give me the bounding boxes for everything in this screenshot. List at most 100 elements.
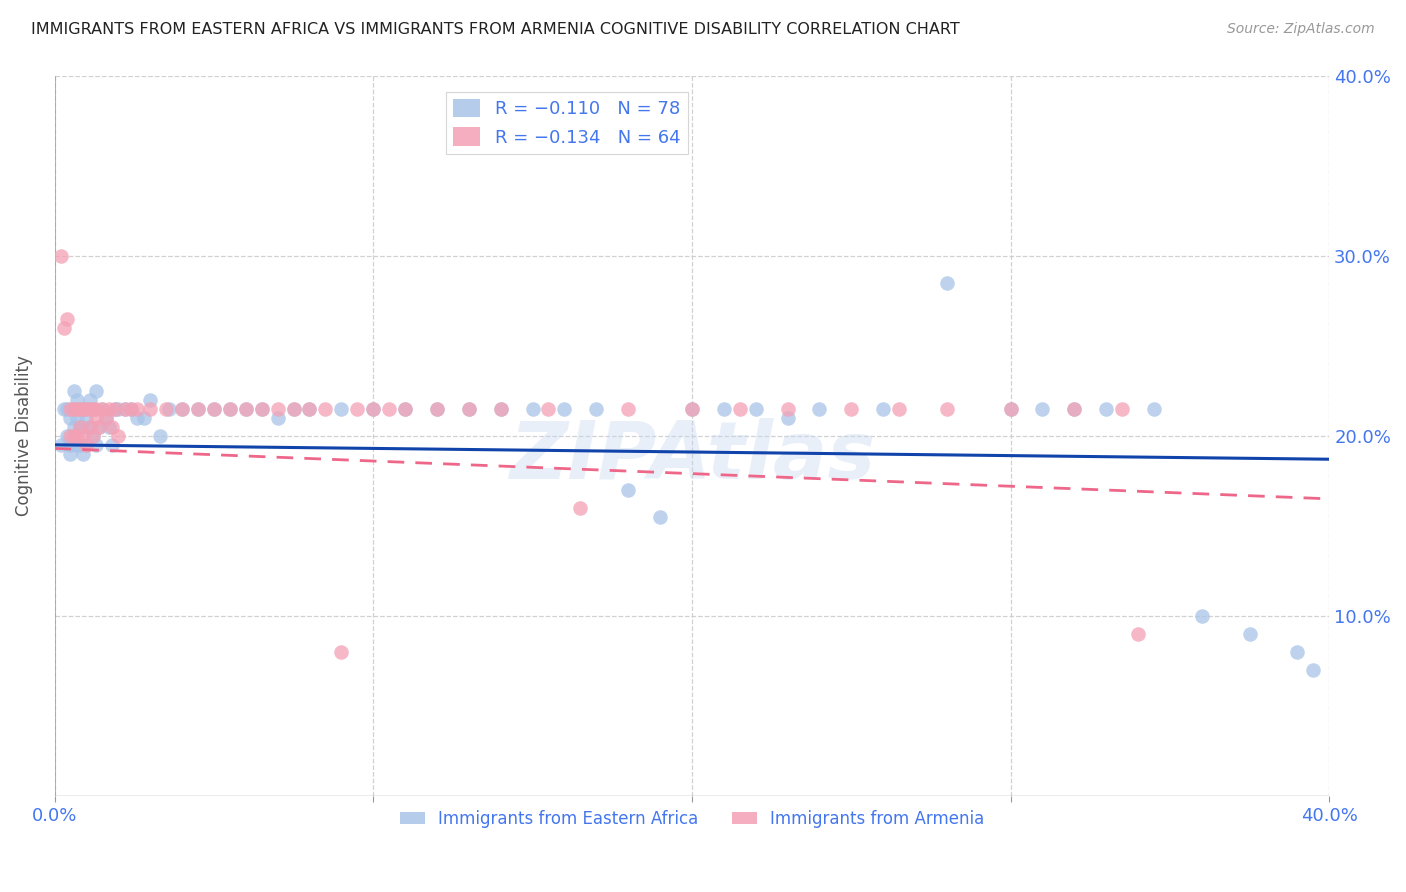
Point [84,438,107,452]
Point [202,401,225,416]
Point [537,401,560,416]
Point [187,401,209,416]
Point [157,401,180,416]
Point [107,401,129,416]
Point [1000,401,1022,416]
Point [94,410,117,425]
Point [79,392,101,407]
Point [101,438,124,452]
Y-axis label: Cognitive Disability: Cognitive Disability [15,355,32,516]
Point [426,401,449,416]
Point [49,249,72,263]
Point [101,419,124,434]
Point [361,401,384,416]
Point [776,401,799,416]
Point [75,401,97,416]
Point [1111,401,1133,416]
Point [75,410,97,425]
Point [82,401,104,416]
Point [728,401,751,416]
Point [314,401,336,416]
Point [84,401,107,416]
Point [75,438,97,452]
Point [59,401,82,416]
Point [1239,627,1261,641]
Point [66,438,89,452]
Point [89,419,111,434]
Point [250,401,273,416]
Point [75,401,97,416]
Point [681,401,703,416]
Point [91,401,114,416]
Point [53,401,76,416]
Point [155,401,177,416]
Point [1063,401,1085,416]
Point [839,401,862,416]
Point [91,401,114,416]
Point [250,401,273,416]
Point [97,419,120,434]
Text: ZIPAtlas: ZIPAtlas [509,418,875,497]
Point [298,401,321,416]
Point [346,401,368,416]
Point [218,401,240,416]
Point [1000,401,1022,416]
Point [170,401,193,416]
Point [82,429,104,443]
Point [82,401,104,416]
Point [1031,401,1053,416]
Point [394,401,416,416]
Point [59,447,82,461]
Point [266,410,288,425]
Point [489,401,512,416]
Point [66,401,89,416]
Text: IMMIGRANTS FROM EASTERN AFRICA VS IMMIGRANTS FROM ARMENIA COGNITIVE DISABILITY C: IMMIGRANTS FROM EASTERN AFRICA VS IMMIGR… [31,22,960,37]
Point [62,401,84,416]
Point [522,401,544,416]
Point [56,311,79,326]
Point [69,438,91,452]
Point [56,401,79,416]
Point [1302,663,1324,677]
Point [72,429,94,443]
Point [808,401,831,416]
Point [97,401,120,416]
Point [139,401,162,416]
Point [426,401,449,416]
Point [361,401,384,416]
Point [59,438,82,452]
Point [1143,401,1166,416]
Point [283,401,305,416]
Point [69,401,91,416]
Point [776,410,799,425]
Point [114,401,136,416]
Point [79,419,101,434]
Point [69,419,91,434]
Point [62,401,84,416]
Point [1286,645,1309,659]
Point [72,447,94,461]
Point [72,401,94,416]
Point [713,401,735,416]
Point [457,401,479,416]
Point [298,401,321,416]
Point [218,401,240,416]
Point [84,384,107,398]
Point [79,401,101,416]
Point [235,401,257,416]
Point [202,401,225,416]
Point [1126,627,1149,641]
Point [62,384,84,398]
Point [104,401,127,416]
Point [681,401,703,416]
Point [120,401,142,416]
Point [1191,609,1213,624]
Point [66,392,89,407]
Point [330,645,353,659]
Text: Source: ZipAtlas.com: Source: ZipAtlas.com [1227,22,1375,37]
Point [489,401,512,416]
Point [127,410,149,425]
Point [170,401,193,416]
Point [935,401,957,416]
Point [89,419,111,434]
